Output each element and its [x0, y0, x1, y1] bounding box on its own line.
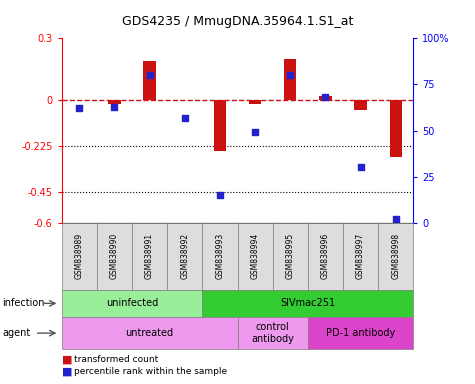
Point [322, 94, 329, 101]
Text: transformed count: transformed count [74, 355, 158, 364]
Text: SIVmac251: SIVmac251 [280, 298, 335, 308]
Text: ■: ■ [62, 355, 72, 365]
Text: GSM838993: GSM838993 [216, 233, 224, 280]
Point [216, 192, 224, 198]
Text: ■: ■ [62, 366, 72, 376]
Text: GSM838996: GSM838996 [321, 233, 330, 280]
Bar [108, 100, 121, 104]
Text: PD-1 antibody: PD-1 antibody [326, 328, 395, 338]
Text: GSM838998: GSM838998 [391, 233, 400, 280]
Text: control
antibody: control antibody [251, 322, 294, 344]
Text: agent: agent [2, 328, 30, 338]
Point [181, 114, 189, 121]
Text: GSM838997: GSM838997 [356, 233, 365, 280]
Bar [249, 100, 261, 104]
Point [76, 105, 83, 111]
Text: GSM838990: GSM838990 [110, 233, 119, 280]
Bar [390, 100, 402, 157]
Point [357, 164, 364, 170]
Text: GSM838989: GSM838989 [75, 233, 84, 280]
Text: GSM838995: GSM838995 [286, 233, 294, 280]
Text: infection: infection [2, 298, 45, 308]
Text: GSM838994: GSM838994 [251, 233, 259, 280]
Point [392, 216, 399, 222]
Bar [319, 96, 332, 100]
Point [251, 129, 259, 136]
Text: uninfected: uninfected [106, 298, 158, 308]
Text: untreated: untreated [125, 328, 174, 338]
Text: GDS4235 / MmugDNA.35964.1.S1_at: GDS4235 / MmugDNA.35964.1.S1_at [122, 15, 353, 28]
Point [146, 72, 153, 78]
Bar [143, 61, 156, 100]
Bar [284, 59, 296, 100]
Point [286, 72, 294, 78]
Bar [214, 100, 226, 151]
Text: GSM838991: GSM838991 [145, 233, 154, 280]
Bar [354, 100, 367, 110]
Text: GSM838992: GSM838992 [180, 233, 189, 280]
Text: percentile rank within the sample: percentile rank within the sample [74, 367, 227, 376]
Point [111, 104, 118, 110]
